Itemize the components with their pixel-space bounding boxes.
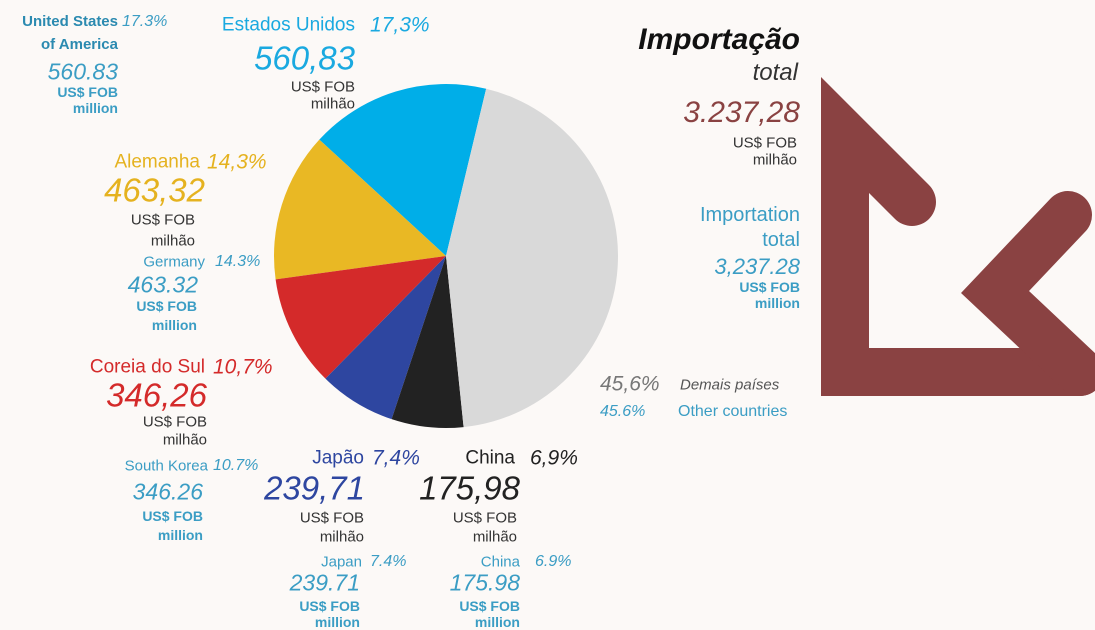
label: Alemanha — [114, 151, 200, 173]
label: South Korea — [124, 457, 208, 475]
pie-slice — [274, 139, 446, 280]
label: 6,9% — [530, 446, 578, 470]
pie-slice — [325, 256, 446, 420]
label: US$ FOB — [136, 298, 197, 314]
label: 10,7% — [213, 355, 273, 379]
label: million — [474, 614, 520, 630]
pie-slice — [319, 83, 487, 256]
label: Importation — [699, 204, 800, 226]
label: milhão — [150, 232, 195, 250]
label: US$ FOB — [452, 509, 517, 527]
label: milhão — [472, 528, 517, 546]
pie-slice — [391, 256, 464, 429]
label: China — [480, 553, 520, 571]
label: milhão — [752, 151, 797, 169]
label: 6.9% — [535, 553, 572, 570]
label: Germany — [143, 253, 205, 271]
label: million — [151, 317, 197, 333]
label: 3.237,28 — [683, 96, 800, 129]
pie-slice — [275, 256, 446, 379]
label: 3,237.28 — [714, 254, 800, 279]
label: Coreia do Sul — [89, 356, 205, 378]
label: 17.3% — [122, 13, 168, 30]
label: US$ FOB — [459, 598, 520, 614]
label: US$ FOB — [130, 211, 195, 229]
label: US$ FOB — [142, 508, 203, 524]
label: Japan — [321, 553, 362, 571]
label: 14.3% — [215, 253, 261, 270]
label: 175.98 — [449, 569, 520, 596]
label: million — [314, 614, 360, 630]
label: United States of America — [22, 13, 118, 53]
label: US$ FOB — [299, 509, 364, 527]
arrow-stroke — [961, 191, 1095, 396]
label: 239.71 — [289, 569, 360, 596]
label: 17,3% — [370, 13, 430, 37]
label: Other countries — [678, 403, 788, 420]
label: China — [465, 447, 515, 469]
label: US$ FOB — [57, 84, 118, 100]
label: 346.26 — [132, 478, 203, 505]
label: total — [752, 59, 798, 86]
label: US$ FOB — [142, 413, 207, 431]
label: 45,6% — [600, 372, 660, 396]
label: US$ FOB — [732, 134, 797, 152]
pie-slice — [446, 88, 618, 428]
label: 560.83 — [47, 58, 118, 85]
label: 560,83 — [254, 39, 355, 77]
label: Importação — [638, 23, 800, 56]
label: 463.32 — [127, 271, 198, 298]
label: 239,71 — [264, 469, 365, 507]
decorative-arrow — [821, 77, 1095, 396]
label: 175,98 — [419, 469, 520, 507]
label: 7.4% — [370, 553, 407, 570]
label: 14,3% — [207, 150, 267, 174]
label: 10.7% — [213, 457, 259, 474]
label: million — [72, 100, 118, 116]
label: 45.6% — [600, 403, 646, 420]
label: 7,4% — [372, 446, 420, 470]
label: 346,26 — [106, 376, 207, 414]
label: Japão — [312, 447, 364, 469]
label: Estados Unidos — [221, 14, 355, 36]
label: US$ FOB — [290, 78, 355, 96]
label: million — [157, 527, 203, 543]
label: Demais países — [680, 376, 780, 394]
label: US$ FOB — [739, 279, 800, 295]
label: total — [762, 229, 800, 251]
label: milhão — [162, 431, 207, 449]
label: million — [754, 295, 800, 311]
label: 463,32 — [104, 171, 205, 209]
label: milhão — [319, 528, 364, 546]
label: milhão — [310, 95, 355, 113]
label: US$ FOB — [299, 598, 360, 614]
arrow-stroke — [821, 77, 1095, 396]
